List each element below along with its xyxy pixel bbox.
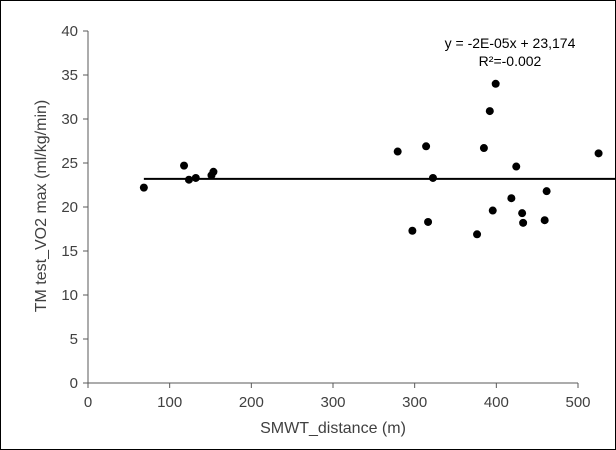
y-tick-label: 20 bbox=[61, 199, 78, 216]
data-point bbox=[485, 107, 494, 116]
data-points bbox=[139, 79, 603, 239]
data-point bbox=[507, 194, 516, 203]
data-point bbox=[594, 149, 603, 158]
data-point bbox=[184, 175, 193, 184]
data-point bbox=[180, 161, 189, 170]
data-point bbox=[191, 173, 200, 182]
x-tick-label: 0 bbox=[84, 394, 92, 411]
y-axis-label: TM test_VO2 max (ml/kg/min) bbox=[33, 100, 50, 312]
data-point bbox=[424, 217, 433, 226]
data-point bbox=[542, 187, 551, 196]
data-point bbox=[488, 206, 497, 215]
data-point bbox=[408, 226, 417, 235]
x-axis-ticks: 0 100 200 300 300 400 500 bbox=[84, 383, 591, 411]
x-tick-label: 200 bbox=[239, 394, 264, 411]
data-point bbox=[209, 167, 218, 176]
data-point bbox=[512, 162, 521, 171]
data-point bbox=[393, 147, 402, 156]
data-point bbox=[139, 183, 148, 192]
data-point bbox=[479, 144, 488, 153]
data-point bbox=[518, 209, 527, 218]
data-point bbox=[540, 216, 549, 225]
x-tick-label: 300 bbox=[320, 394, 345, 411]
y-tick-label: 10 bbox=[61, 287, 78, 304]
y-axis-ticks: 0 5 10 15 20 25 30 35 40 bbox=[61, 23, 88, 392]
y-tick-label: 0 bbox=[70, 375, 78, 392]
data-point bbox=[428, 173, 437, 182]
data-point bbox=[473, 230, 482, 239]
y-tick-label: 25 bbox=[61, 155, 78, 172]
data-point bbox=[519, 218, 528, 227]
y-tick-label: 35 bbox=[61, 67, 78, 84]
x-tick-label: 500 bbox=[565, 394, 590, 411]
x-tick-label: 100 bbox=[157, 394, 182, 411]
y-tick-label: 5 bbox=[70, 331, 78, 348]
y-tick-label: 40 bbox=[61, 23, 78, 40]
x-axis-label: SMWT_distance (m) bbox=[260, 420, 406, 437]
y-tick-label: 30 bbox=[61, 111, 78, 128]
trendline-equation: y = -2E-05x + 23,174 bbox=[445, 35, 576, 51]
data-point bbox=[491, 79, 500, 88]
x-tick-label: 300 bbox=[402, 394, 427, 411]
data-point bbox=[422, 142, 431, 151]
x-tick-label: 400 bbox=[484, 394, 509, 411]
r-squared-label: R²=-0.002 bbox=[479, 53, 542, 69]
y-tick-label: 15 bbox=[61, 243, 78, 260]
